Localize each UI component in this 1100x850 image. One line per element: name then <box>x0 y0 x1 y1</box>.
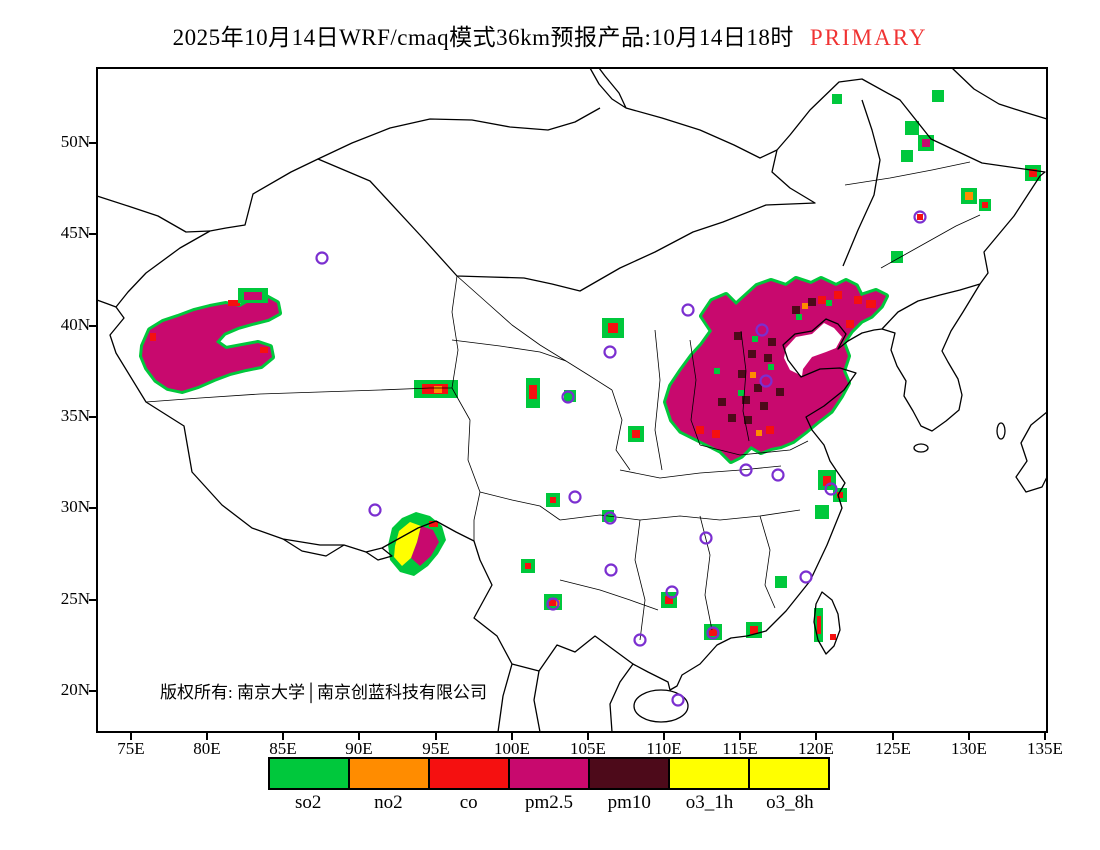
laos-border <box>533 670 541 733</box>
legend-label-no2: no2 <box>374 792 403 813</box>
kyushu-coast <box>1015 411 1048 493</box>
taiwan-island <box>813 591 841 655</box>
pm25-region-north-china <box>663 276 889 464</box>
vietnam-coast <box>609 663 634 733</box>
kyrgyz-border <box>96 299 117 308</box>
lat-label-50n: 50N <box>60 132 90 151</box>
legend-label-pm10: pm10 <box>607 792 651 813</box>
no2-speckles <box>750 303 808 436</box>
pm10-speckles <box>718 298 816 424</box>
lon-label-120e: 120E <box>798 739 834 758</box>
lon-label-90e: 90E <box>345 739 373 758</box>
co-speckles <box>696 291 876 438</box>
lat-label-30n: 30N <box>60 497 90 516</box>
legend-labels: so2 no2 co pm2.5 pm10 o3_1h o3_8h <box>268 792 830 814</box>
lon-label-85e: 85E <box>269 739 297 758</box>
lon-label-95e: 95E <box>422 739 450 758</box>
province-borders <box>145 161 981 641</box>
mongolia-russia-border-east <box>625 107 778 159</box>
legend-swatch-pm25 <box>510 759 590 788</box>
title-text: 2025年10月14日WRF/cmaq模式36km预报产品:10月14日18时 <box>172 25 794 50</box>
lat-label-25n: 25N <box>60 589 90 608</box>
o3-region-sichuan <box>388 512 446 576</box>
legend-swatch-no2 <box>350 759 430 788</box>
nepal-border <box>282 538 345 557</box>
tsushima-island <box>996 422 1006 440</box>
copyright-text: 版权所有: 南京大学│南京创蓝科技有限公司 <box>160 683 488 702</box>
legend-swatch-so2 <box>270 759 350 788</box>
title-primary-tag: PRIMARY <box>809 25 928 50</box>
china-outline <box>109 78 1046 691</box>
lon-label-130e: 130E <box>951 739 987 758</box>
lon-label-105e: 105E <box>570 739 606 758</box>
legend-swatch-o3-1h <box>670 759 750 788</box>
lat-label-40n: 40N <box>60 315 90 334</box>
pm25-region-tarim <box>139 288 282 394</box>
lon-label-80e: 80E <box>193 739 221 758</box>
legend-label-co: co <box>459 792 478 813</box>
legend-swatch-co <box>430 759 510 788</box>
axis-ticks <box>89 142 1046 740</box>
coastlines-national-borders <box>96 67 1048 733</box>
lon-label-110e: 110E <box>646 739 682 758</box>
lon-label-115e: 115E <box>722 739 758 758</box>
lat-label-20n: 20N <box>60 680 90 699</box>
lat-label-35n: 35N <box>60 406 90 425</box>
hainan-island <box>633 689 689 723</box>
legend-label-o3-8h: o3_8h <box>766 792 814 813</box>
myanmar-border <box>497 663 513 733</box>
kazakh-border <box>96 195 211 233</box>
korea-peninsula <box>881 283 981 432</box>
jeju-island <box>913 443 929 453</box>
lon-label-100e: 100E <box>494 739 530 758</box>
legend-label-so2: so2 <box>294 792 322 813</box>
legend-colorbar <box>268 757 830 790</box>
lat-label-45n: 45N <box>60 223 90 242</box>
legend-swatch-o3-8h <box>750 759 828 788</box>
amur-tributary <box>842 99 881 267</box>
legend-swatch-pm10 <box>590 759 670 788</box>
legend-label-pm25: pm2.5 <box>524 792 573 813</box>
bhutan-border <box>365 547 393 561</box>
lon-label-135e: 135E <box>1027 739 1063 758</box>
okhotsk-coast <box>951 67 1048 120</box>
bohai-sea-patch <box>784 323 842 376</box>
mongolia-russia-border <box>317 107 601 160</box>
legend-label-o3-1h: o3_1h <box>685 792 734 813</box>
page-title: 2025年10月14日WRF/cmaq模式36km预报产品:10月14日18时 P… <box>0 18 1100 52</box>
lon-label-125e: 125E <box>875 739 911 758</box>
so2-speckles <box>714 300 832 396</box>
city-markers <box>315 210 927 707</box>
lon-label-75e: 75E <box>117 739 145 758</box>
